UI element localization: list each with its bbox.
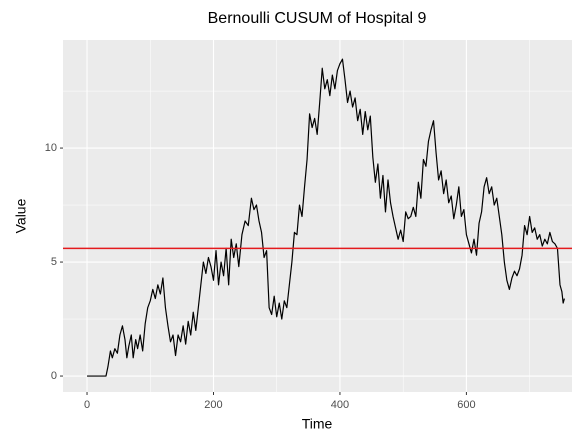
chart-title: Bernoulli CUSUM of Hospital 9 xyxy=(208,10,427,27)
y-tick-label: 10 xyxy=(45,142,57,154)
x-axis-label: Time xyxy=(302,416,333,432)
cusum-line xyxy=(87,58,565,377)
x-tick-label: 200 xyxy=(204,399,222,411)
x-tick-label: 0 xyxy=(84,399,90,411)
y-axis-label: Value xyxy=(13,198,29,233)
x-tick-label: 400 xyxy=(331,399,349,411)
y-tick-label: 5 xyxy=(51,256,57,268)
x-tick-label: 600 xyxy=(457,399,475,411)
y-tick-label: 0 xyxy=(51,370,57,382)
panel xyxy=(63,40,572,392)
